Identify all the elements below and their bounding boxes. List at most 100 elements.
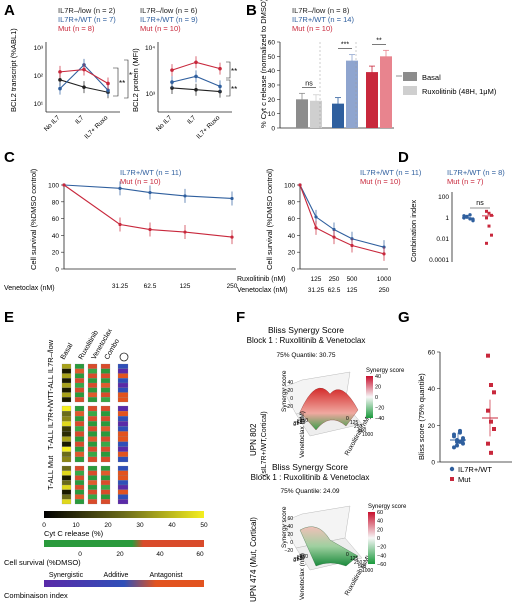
panel-c: C IL7R+/WT (n = 11) Mut (n = 10) Cell su… bbox=[4, 149, 422, 294]
f-top-ztick: −20 bbox=[285, 404, 294, 410]
f-bot-ztick: 60 bbox=[287, 516, 293, 522]
f-top-sample2: (sIL7R+/WT,Cortical) bbox=[261, 411, 268, 476]
a-left-sig-2: * bbox=[129, 71, 132, 80]
e-cell-ruxolitinib bbox=[74, 368, 85, 374]
f-top-cb-title: Synergy score bbox=[366, 368, 405, 374]
e-cyt-tick: 30 bbox=[136, 522, 144, 529]
b-y-tick: 0 bbox=[271, 126, 275, 133]
c-left-xtick: 125 bbox=[180, 283, 191, 290]
c-left-y-tick: 40 bbox=[52, 233, 60, 240]
b-key-basal-swatch bbox=[403, 72, 417, 81]
b-sig: ns bbox=[305, 80, 313, 87]
e-cyt-tick: 0 bbox=[42, 522, 46, 529]
b-key-ruxo-swatch bbox=[403, 86, 417, 95]
c-right-y-tick: 40 bbox=[288, 233, 296, 240]
d-point-wt bbox=[465, 214, 469, 219]
e-cell-combo bbox=[100, 456, 111, 463]
g-y-tick: 60 bbox=[428, 350, 436, 357]
e-surv-tick: 20 bbox=[116, 551, 124, 558]
b-bar-ruxo bbox=[310, 100, 322, 128]
e-surv-tick: 0 bbox=[78, 551, 82, 558]
e-cell-ci bbox=[117, 416, 129, 422]
f-bot-xtick: 125 bbox=[350, 556, 359, 562]
b-y-tick: 40 bbox=[268, 68, 276, 75]
e-cell-venetoclax bbox=[87, 475, 98, 481]
e-cell-combo bbox=[100, 431, 111, 437]
e-cell-basal bbox=[61, 363, 72, 369]
e-ci-key-2: Additive bbox=[104, 572, 129, 579]
e-cell-basal bbox=[61, 484, 72, 490]
e-cell-ci bbox=[117, 405, 129, 412]
e-cell-ci bbox=[117, 484, 129, 490]
e-cell-venetoclax bbox=[87, 456, 98, 463]
e-surv-tick: 40 bbox=[156, 551, 164, 558]
g-point-wt bbox=[461, 441, 465, 446]
e-cell-ci bbox=[117, 446, 129, 452]
e-cell-basal bbox=[61, 494, 72, 500]
e-cell-ruxolitinib bbox=[74, 405, 85, 412]
panel-f: F Bliss Synergy Score Block 1 : Ruxoliti… bbox=[236, 309, 407, 602]
e-cell-ci bbox=[117, 494, 129, 500]
e-cell-ruxolitinib bbox=[74, 465, 85, 471]
f-top-cb-tick: 20 bbox=[375, 385, 381, 391]
f-bot-zlabel: Synergy score bbox=[281, 506, 288, 548]
f-bot-ytick: 0 bbox=[293, 558, 296, 564]
c-right-point bbox=[298, 183, 302, 187]
e-row-1: T-ALL IL7R–/low bbox=[46, 339, 55, 395]
c-right-y-tick: 20 bbox=[288, 250, 296, 257]
d-ytick: 0.01 bbox=[436, 236, 449, 243]
f-bot-ytick: 31 bbox=[293, 557, 299, 563]
f-top-xtick: 1000 bbox=[362, 432, 373, 438]
b-y-tick: 30 bbox=[268, 83, 276, 90]
a-left-ytick: 10² bbox=[34, 73, 44, 80]
panel-b: B IL7R–/low (n = 8) IL7R+/WT (n = 14) Mu… bbox=[246, 0, 497, 133]
a-left-point bbox=[82, 85, 86, 89]
g-point-wt bbox=[458, 439, 462, 444]
b-ylabel: % Cyt c release (normalized to DMSO) bbox=[259, 0, 268, 128]
e-cell-ruxolitinib bbox=[74, 494, 85, 500]
f-bot-cb-title: Synergy score bbox=[368, 504, 407, 510]
a-left-point bbox=[106, 81, 110, 86]
a-right-xtick: IL7 bbox=[186, 114, 198, 126]
f-bot-ztick: 20 bbox=[287, 532, 293, 538]
e-cell-combo bbox=[100, 368, 111, 374]
b-bar-basal bbox=[366, 72, 378, 128]
g-point-mut bbox=[489, 450, 493, 455]
e-cell-combo bbox=[100, 421, 111, 427]
e-cell-ci bbox=[117, 387, 129, 393]
f-top-xtick: 0 bbox=[346, 416, 349, 422]
f-bot-quantile: 75% Quantile: 24.09 bbox=[281, 488, 340, 495]
c-left-y-tick: 100 bbox=[48, 183, 59, 190]
f-top-ytick: 125 bbox=[297, 419, 306, 425]
c-right-point bbox=[350, 243, 354, 248]
f-top-title: Bliss Synergy Score bbox=[268, 325, 344, 335]
e-cell-venetoclax bbox=[87, 410, 98, 417]
e-cell-combo bbox=[100, 451, 111, 458]
e-cell-ruxolitinib bbox=[74, 382, 85, 388]
e-cell-ci bbox=[117, 431, 129, 437]
e-cell-venetoclax bbox=[87, 387, 98, 393]
c-left-y-tick: 60 bbox=[52, 216, 60, 223]
c-right-ylabel: Cell survival (%DMSO control) bbox=[265, 168, 274, 270]
e-cell-venetoclax bbox=[87, 499, 98, 505]
e-cell-basal bbox=[61, 436, 72, 442]
g-y-tick: 0 bbox=[431, 460, 435, 467]
f-top-ytick: 63 bbox=[296, 420, 302, 426]
e-cell-ci bbox=[117, 451, 129, 458]
c-right-row1-tick: 1000 bbox=[377, 276, 392, 283]
d-point-wt bbox=[468, 213, 472, 217]
c-left-point bbox=[230, 196, 234, 201]
e-cell-ci bbox=[117, 441, 129, 447]
c-right-row1-tick: 125 bbox=[311, 276, 322, 283]
f-top-zlabel: Synergy score bbox=[281, 370, 288, 412]
c-right-point bbox=[314, 215, 318, 219]
e-cell-venetoclax bbox=[87, 363, 98, 369]
panel-a: A IL7R–/low (n = 2) IL7R+/WT (n = 7) Mut… bbox=[4, 2, 237, 140]
a-left-point bbox=[58, 78, 62, 82]
e-cell-venetoclax bbox=[87, 392, 98, 398]
e-cell-combo bbox=[100, 387, 111, 393]
e-cell-ruxolitinib bbox=[74, 397, 85, 403]
a-left-xtick: IL7 bbox=[74, 114, 86, 126]
e-cell-ruxolitinib bbox=[74, 446, 85, 452]
a-left-ylabel: BCL2 transcript (%ABL1) bbox=[9, 28, 18, 112]
